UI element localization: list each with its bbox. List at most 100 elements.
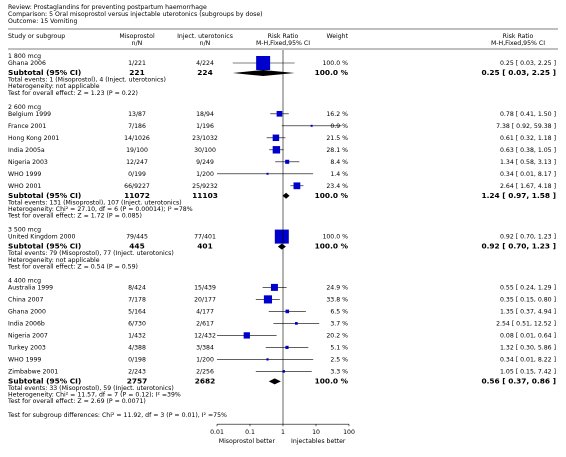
effect: 0.56 [ 0.37, 0.86 ]: [481, 376, 556, 385]
effect: 0.63 [ 0.38, 1.05 ]: [500, 147, 556, 154]
x-tick-label: 1: [281, 429, 285, 436]
ctl-count: 18/94: [196, 111, 214, 118]
x-tick-label: 0.01: [210, 429, 224, 436]
x-tick-label: 10: [312, 429, 320, 436]
overall: Test for overall effect: Z = 1.23 (P = 0…: [7, 90, 138, 97]
weight: 33.8 %: [326, 296, 348, 303]
effect: 0.34 [ 0.01, 8.17 ]: [500, 171, 556, 178]
col-plot: Risk Ratio: [268, 33, 299, 40]
exp-count: 8/424: [128, 284, 146, 291]
events: Total events: 33 (Misoprostol), 59 (Inje…: [7, 385, 174, 392]
exp-count: 221: [129, 68, 144, 77]
exp-count: 4/388: [128, 344, 146, 351]
study-name: Australia 1999: [8, 284, 53, 291]
weight: 1.4 %: [330, 171, 348, 178]
effect: 1.24 [ 0.97, 1.58 ]: [481, 191, 556, 200]
study-name: Belgium 1999: [8, 111, 51, 118]
ctl-count: 4/177: [196, 308, 214, 315]
exp-count: 1/221: [128, 60, 146, 67]
ctl-count: 25/9232: [192, 183, 218, 190]
weight: 6.5 %: [330, 308, 348, 315]
heterogeneity: Heterogeneity: Chi² = 27.10, df = 6 (P =…: [8, 206, 193, 213]
effect: 0.92 [ 0.70, 1.23 ]: [500, 234, 556, 241]
exp-count: 12/247: [126, 159, 148, 166]
ctl-count: 12/432: [194, 332, 216, 339]
heterogeneity: Heterogeneity: Chi² = 11.57, df = 7 (P =…: [8, 392, 181, 399]
study-square: [310, 124, 313, 127]
weight: 100.0 %: [322, 60, 348, 67]
ctl-count: 20/177: [194, 296, 216, 303]
exp-count: 11072: [124, 191, 150, 200]
ctl-count: 15/439: [194, 284, 216, 291]
col-exp: Misoprostol: [119, 33, 155, 40]
exp-count: 13/87: [128, 111, 146, 118]
subtotal-diamond: [232, 70, 295, 76]
effect: 1.34 [ 0.58, 3.13 ]: [500, 159, 556, 166]
subtotal-diamond: [277, 243, 286, 250]
subtotal-diamond: [268, 378, 281, 385]
study-name: Subtotal (95% CI): [8, 191, 81, 200]
weight: 100.0 %: [322, 234, 348, 241]
study-square: [270, 283, 278, 291]
group-title: 2 600 mcg: [8, 104, 41, 111]
effect: 0.35 [ 0.15, 0.80 ]: [500, 296, 556, 303]
ctl-count: 11103: [192, 191, 218, 200]
study-name: Ghana 2000: [8, 308, 46, 315]
exp-count: 7/178: [128, 296, 146, 303]
ctl-count: 2/256: [196, 368, 214, 375]
effect: 1.05 [ 0.15, 7.42 ]: [500, 368, 556, 375]
study-square: [243, 332, 250, 339]
events: Total events: 1 (Misoprostol), 4 (Inject…: [7, 77, 166, 84]
study-name: WHO 1999: [8, 356, 41, 363]
weight: 0.9 %: [330, 123, 348, 130]
weight: 16.2 %: [326, 111, 348, 118]
effect: 0.08 [ 0.01, 0.64 ]: [500, 332, 556, 339]
heterogeneity: Heterogeneity: not applicable: [8, 257, 100, 264]
exp-count: 66/9227: [124, 183, 150, 190]
weight: 3.3 %: [330, 368, 348, 375]
exp-count: 6/730: [128, 320, 146, 327]
ctl-count: 1/200: [196, 171, 214, 178]
overall: Test for overall effect: Z = 1.72 (P = 0…: [7, 213, 142, 220]
study-square: [272, 134, 280, 142]
ctl-count: 23/1032: [192, 135, 218, 142]
study-square: [274, 229, 289, 244]
effect: 0.92 [ 0.70, 1.23 ]: [481, 242, 556, 251]
exp-count: 0/199: [128, 171, 146, 178]
study-square: [282, 370, 285, 373]
weight: 23.4 %: [326, 183, 348, 190]
study-square: [266, 358, 269, 361]
exp-count: 0/198: [128, 356, 146, 363]
exp-count: 1/432: [128, 332, 146, 339]
study-name: WHO 1999: [8, 171, 41, 178]
weight: 21.5 %: [326, 135, 348, 142]
study-square: [272, 146, 281, 154]
ctl-count: 9/249: [196, 159, 214, 166]
exp-count: 2/243: [128, 368, 146, 375]
heterogeneity: Heterogeneity: not applicable: [8, 83, 100, 90]
effect: 2.64 [ 1.67, 4.18 ]: [500, 183, 556, 190]
study-name: Ghana 2006: [8, 60, 46, 67]
study-square: [285, 309, 290, 314]
x-tick-label: 100: [343, 429, 355, 436]
ctl-count: 77/401: [194, 234, 216, 241]
study-name: Subtotal (95% CI): [8, 68, 81, 77]
exp-count: 19/100: [126, 147, 148, 154]
weight: 100.0 %: [315, 191, 349, 200]
exp-count: 445: [129, 242, 144, 251]
effect: 1.35 [ 0.37, 4.94 ]: [500, 308, 556, 315]
subtotal-diamond: [282, 192, 290, 199]
effect: 2.54 [ 0.51, 12.52 ]: [496, 320, 556, 327]
study-name: Subtotal (95% CI): [8, 376, 81, 385]
favours-left: Misoprostol better: [219, 438, 276, 445]
study-square: [263, 295, 273, 304]
group-title: 1 800 mcg: [8, 53, 41, 60]
study-square: [256, 56, 271, 70]
study-square: [285, 159, 290, 164]
col-effect-method: M-H,Fixed,95% CI: [491, 40, 545, 47]
col-exp-unit: n/N: [132, 40, 143, 47]
col-weight: Weight: [326, 33, 348, 40]
ctl-count: 401: [197, 242, 212, 251]
study-name: France 2001: [8, 123, 46, 130]
